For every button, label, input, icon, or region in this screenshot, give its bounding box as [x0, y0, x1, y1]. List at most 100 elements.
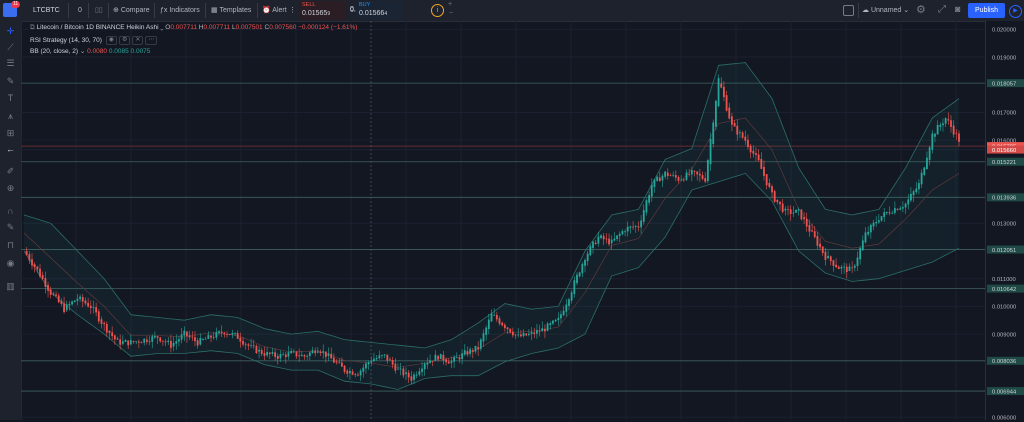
candle-body	[276, 355, 279, 359]
candle-body	[188, 335, 191, 338]
candle-body	[776, 199, 779, 203]
candle-body	[942, 123, 944, 126]
low-label: L	[231, 24, 236, 31]
arrow-left-icon[interactable]: ←	[6, 144, 15, 154]
magnet-icon[interactable]: ∩	[7, 206, 14, 216]
camera-icon[interactable]: ◙	[955, 4, 961, 14]
settings-icon[interactable]: ⚙	[118, 36, 131, 45]
layout-menu[interactable]: ☁ Unnamed ⌄	[862, 0, 909, 21]
lock-drawings-icon[interactable]: ✎	[6, 222, 15, 232]
more-icon[interactable]: ⋯	[145, 36, 158, 45]
candle-body	[223, 332, 226, 335]
candle-body	[375, 357, 378, 360]
price-axis[interactable]: 0.020000 0.019000 0.018057 0.017000 0.016000…	[985, 21, 1024, 422]
zoom-icon[interactable]: ⊕	[6, 183, 15, 193]
candle-body	[950, 120, 952, 127]
sell-button[interactable]: SELL 0.015659	[299, 1, 346, 20]
candle-body	[490, 313, 493, 322]
play-icon[interactable]: ▶	[1009, 5, 1022, 18]
candle-body	[44, 278, 47, 287]
candle-body	[672, 174, 675, 176]
compare-button[interactable]: ⊕ Compare	[113, 0, 150, 21]
templates-label: Templates	[219, 7, 252, 14]
chevron-down-icon[interactable]: ⌄	[78, 48, 88, 55]
candle-body	[196, 340, 199, 346]
price-axis-label: 0.009000	[992, 332, 1016, 338]
candle-body	[843, 266, 846, 268]
quantity-field[interactable]: 0	[78, 7, 82, 14]
open-label: O	[165, 24, 171, 31]
crosshair-icon[interactable]: ✛	[6, 26, 15, 36]
buy-button[interactable]: BUY 0.015664	[356, 1, 403, 20]
zoom-plus-icon[interactable]: +	[448, 1, 453, 8]
candle-body	[164, 341, 167, 343]
indicators-button[interactable]: ƒx Indicators	[160, 0, 200, 21]
candle-body	[418, 371, 421, 375]
more-icon[interactable]: ⋮	[289, 7, 296, 14]
candle-body	[167, 340, 170, 343]
candle-body	[397, 368, 399, 370]
candle-body	[669, 175, 672, 177]
candle-body	[861, 240, 864, 251]
fib-icon[interactable]: ☰	[6, 58, 15, 68]
price-axis-label: 0.015660	[992, 148, 1016, 154]
candle-body	[565, 304, 568, 312]
pattern-icon[interactable]: ⩚	[7, 111, 14, 121]
candle-body	[819, 243, 821, 248]
candle-body	[186, 331, 188, 337]
price-chart[interactable]	[21, 21, 985, 420]
candle-body	[378, 355, 381, 359]
zoom-minus-icon[interactable]: −	[449, 10, 454, 17]
trend-line-icon[interactable]: ⟋	[7, 42, 14, 52]
ruler-icon[interactable]: ✐	[6, 166, 15, 176]
legend-title[interactable]: Litecoin / Bitcoin 1D BINANCE Heikin Ash…	[36, 24, 159, 31]
price-axis-label: 0.015221	[992, 160, 1016, 166]
text-icon[interactable]: T	[7, 93, 14, 103]
price-axis-label: 0.008036	[992, 359, 1016, 365]
candle-body	[648, 195, 651, 203]
symbol-search[interactable]: LTCBTC	[33, 7, 60, 14]
candle-body	[867, 231, 870, 235]
interval-icon[interactable]: ▯▯	[95, 7, 103, 14]
rsi-legend[interactable]: RSI Strategy (14, 30, 70) ◉ ⚙ ✕ ⋯	[30, 36, 158, 45]
candle-body	[864, 232, 867, 243]
candle-body	[461, 353, 464, 360]
candle-body	[65, 304, 68, 311]
candle-body	[145, 339, 148, 342]
candle-body	[431, 360, 434, 362]
brush-icon[interactable]: ✎	[6, 76, 15, 86]
info-icon[interactable]: i	[431, 4, 444, 17]
candle-body	[597, 236, 600, 244]
candle-body	[127, 340, 130, 346]
fullscreen-toggle-icon[interactable]	[843, 5, 854, 16]
close-icon[interactable]: ✕	[132, 36, 144, 45]
bb-legend[interactable]: BB (20, close, 2) ⌄ 0.0080 0.0085 0.0075	[30, 47, 150, 55]
candle-body	[295, 351, 298, 357]
eye-icon[interactable]: ◉	[105, 36, 117, 45]
publish-button[interactable]: Publish	[968, 3, 1005, 18]
candle-body	[784, 208, 787, 211]
candle-body	[231, 332, 234, 335]
chevron-down-icon[interactable]: ⌄	[158, 24, 166, 31]
candle-body	[650, 184, 653, 197]
candle-body	[349, 371, 351, 374]
candle-body	[319, 351, 322, 354]
eye-icon[interactable]: ◉	[6, 258, 15, 268]
alert-button[interactable]: ⏰ Alert	[262, 0, 287, 21]
candle-body	[108, 330, 111, 333]
price-label-bg	[987, 245, 1024, 254]
candle-body	[811, 230, 813, 232]
settings-icon[interactable]: ⚙	[916, 4, 926, 16]
templates-button[interactable]: ▦ Templates	[211, 0, 251, 21]
maximize-icon[interactable]: ⤢	[938, 4, 946, 15]
lock-icon[interactable]: ⊓	[6, 240, 15, 250]
price-axis-label: 0.019000	[992, 55, 1016, 61]
candle-body	[747, 139, 749, 148]
candle-body	[816, 235, 819, 246]
prediction-icon[interactable]: ⊞	[6, 128, 15, 138]
chart-pane[interactable]	[21, 21, 985, 420]
candle-body	[250, 345, 252, 347]
candle-body	[239, 337, 242, 342]
trash-icon[interactable]: ▥	[6, 281, 15, 291]
rsi-label: RSI Strategy (14, 30, 70)	[30, 37, 102, 45]
